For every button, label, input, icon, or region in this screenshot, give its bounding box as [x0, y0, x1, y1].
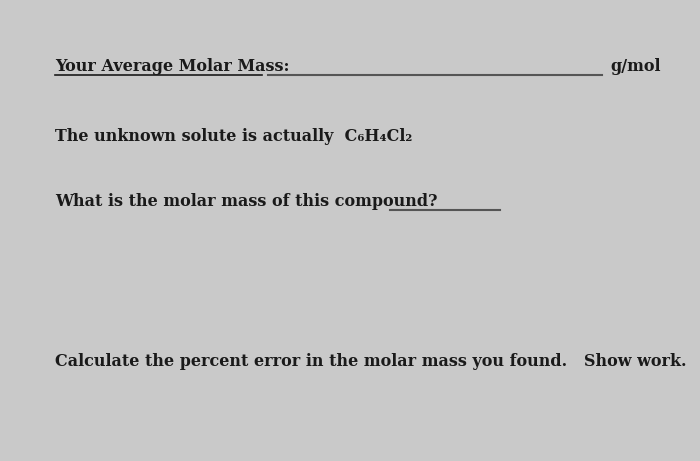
Text: The unknown solute is actually  C₆H₄Cl₂: The unknown solute is actually C₆H₄Cl₂: [55, 128, 412, 145]
Text: What is the molar mass of this compound?: What is the molar mass of this compound?: [55, 193, 438, 210]
Text: g/mol: g/mol: [610, 58, 661, 75]
Text: Your Average Molar Mass:: Your Average Molar Mass:: [55, 58, 290, 75]
Text: Calculate the percent error in the molar mass you found.   Show work.: Calculate the percent error in the molar…: [55, 353, 687, 370]
